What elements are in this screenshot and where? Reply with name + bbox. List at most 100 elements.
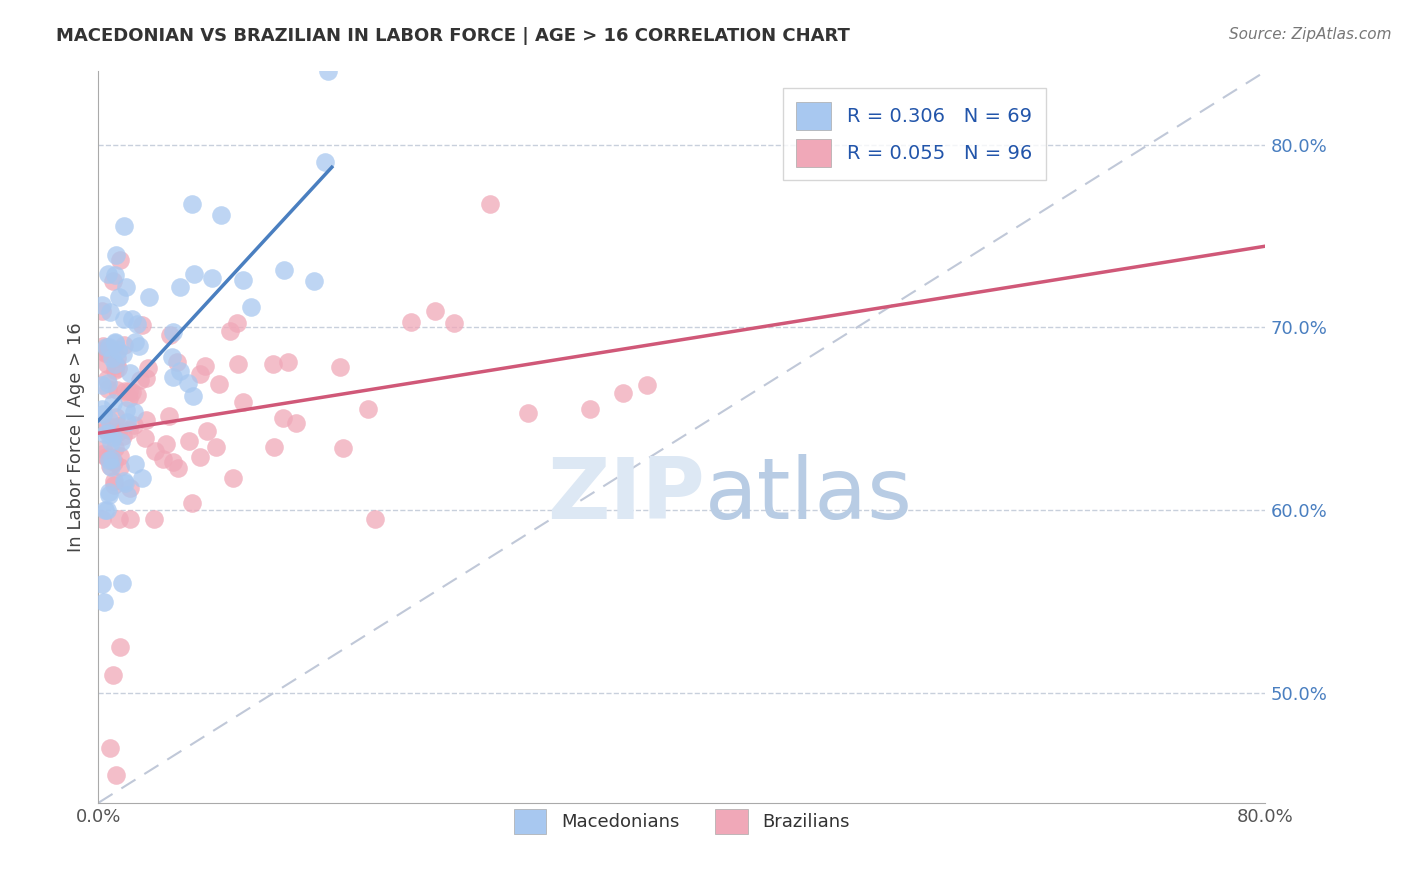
Point	[103, 455, 125, 469]
Point	[135, 413, 157, 427]
Point	[108, 252, 131, 267]
Point	[112, 219, 135, 234]
Point	[91, 577, 114, 591]
Point	[107, 360, 129, 375]
Point	[143, 444, 166, 458]
Point	[96, 450, 118, 464]
Point	[112, 346, 135, 360]
Point	[205, 440, 228, 454]
Point	[115, 488, 138, 502]
Point	[91, 408, 114, 422]
Point	[152, 451, 174, 466]
Point	[181, 197, 204, 211]
Point	[110, 435, 132, 450]
Point	[159, 409, 181, 424]
Point	[240, 300, 263, 314]
Point	[277, 355, 299, 369]
Point	[118, 423, 141, 437]
Point	[104, 768, 127, 782]
Point	[96, 372, 118, 386]
Point	[111, 429, 134, 443]
Point	[316, 64, 339, 78]
Point	[107, 343, 129, 358]
Point	[108, 512, 131, 526]
Legend: Macedonians, Brazilians: Macedonians, Brazilians	[503, 797, 860, 845]
Point	[104, 335, 127, 350]
Point	[128, 339, 150, 353]
Point	[108, 459, 131, 474]
Point	[188, 367, 211, 381]
Point	[138, 361, 160, 376]
Point	[135, 371, 157, 385]
Point	[94, 340, 117, 354]
Point	[98, 305, 121, 319]
Point	[115, 279, 138, 293]
Point	[159, 328, 181, 343]
Point	[125, 388, 148, 402]
Point	[100, 420, 122, 434]
Point	[105, 383, 128, 397]
Text: Source: ZipAtlas.com: Source: ZipAtlas.com	[1229, 27, 1392, 42]
Point	[118, 384, 141, 399]
Point	[97, 485, 120, 500]
Y-axis label: In Labor Force | Age > 16: In Labor Force | Age > 16	[66, 322, 84, 552]
Point	[273, 263, 295, 277]
Point	[105, 358, 128, 372]
Point	[177, 434, 200, 448]
Point	[112, 311, 135, 326]
Point	[105, 351, 128, 365]
Point	[93, 427, 115, 442]
Point	[131, 471, 153, 485]
Point	[271, 411, 294, 425]
Point	[124, 334, 146, 349]
Point	[181, 388, 204, 402]
Point	[93, 595, 115, 609]
Point	[194, 359, 217, 374]
Point	[120, 481, 142, 495]
Point	[97, 487, 120, 501]
Point	[177, 376, 200, 391]
Point	[98, 450, 121, 464]
Text: atlas: atlas	[706, 454, 914, 537]
Point	[94, 502, 117, 516]
Point	[100, 435, 122, 450]
Point	[103, 478, 125, 492]
Point	[110, 449, 132, 463]
Point	[101, 426, 124, 441]
Point	[98, 741, 121, 756]
Point	[225, 316, 247, 330]
Point	[263, 441, 285, 455]
Point	[118, 391, 141, 405]
Point	[105, 410, 128, 425]
Point	[104, 363, 127, 377]
Point	[91, 418, 114, 433]
Point	[115, 403, 138, 417]
Point	[104, 442, 127, 456]
Point	[122, 417, 145, 432]
Point	[91, 298, 114, 312]
Point	[155, 437, 177, 451]
Point	[201, 270, 224, 285]
Point	[104, 334, 127, 349]
Point	[91, 339, 114, 353]
Point	[162, 455, 184, 469]
Point	[91, 447, 114, 461]
Point	[101, 396, 124, 410]
Point	[101, 430, 124, 444]
Text: ZIP: ZIP	[547, 454, 706, 537]
Point	[97, 267, 120, 281]
Point	[479, 197, 502, 211]
Point	[138, 290, 160, 304]
Point	[314, 155, 336, 169]
Point	[108, 290, 131, 304]
Point	[101, 668, 124, 682]
Point	[169, 364, 191, 378]
Point	[114, 476, 136, 491]
Point	[121, 385, 143, 400]
Point	[98, 452, 121, 467]
Point	[226, 357, 249, 371]
Point	[103, 274, 125, 288]
Point	[232, 273, 254, 287]
Point	[100, 460, 122, 475]
Point	[110, 640, 132, 655]
